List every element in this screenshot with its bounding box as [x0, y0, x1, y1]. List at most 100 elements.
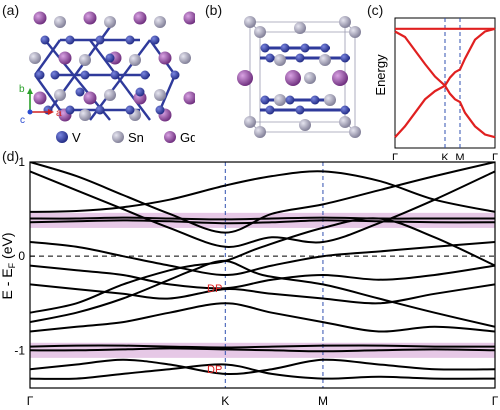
- panel-a-label: (a): [2, 2, 20, 18]
- chart-d-xtick: M: [318, 394, 328, 408]
- sn-atom: [79, 54, 91, 66]
- chart-d-band-line: [30, 217, 495, 314]
- legend-v-swatch: [56, 131, 68, 143]
- chart-d-ylabel-unit: (eV): [0, 233, 15, 263]
- v-atom: [135, 87, 145, 97]
- legend-sn-swatch: [112, 131, 124, 143]
- v-atom: [285, 95, 295, 105]
- chart-c-xtick: Γ: [492, 152, 498, 160]
- v-atom: [295, 105, 305, 115]
- v-atom: [125, 105, 135, 115]
- v-atom: [170, 70, 180, 80]
- v-v-bond: [158, 74, 177, 111]
- chart-d-xtick: K: [221, 394, 229, 408]
- v-atom: [340, 105, 350, 115]
- axis-c-label: c: [20, 115, 25, 126]
- v-atom: [310, 95, 320, 105]
- legend-gd-label: Gd: [180, 130, 195, 145]
- panel-d: (d) E - EF (eV) Γ K M Γ 1 0 -1 DP DP: [0, 148, 500, 410]
- dirac-point-label: DP: [207, 283, 222, 295]
- sn-atom: [129, 54, 141, 66]
- v-atom: [295, 53, 305, 63]
- chart-d-band-line: [30, 344, 495, 349]
- gd-atom: [332, 70, 348, 86]
- v-atom: [300, 43, 310, 53]
- v-v-bond: [34, 39, 61, 76]
- chart-c-xtick: M: [455, 152, 464, 160]
- v-atom: [265, 53, 275, 63]
- panel-b: (b): [205, 0, 365, 150]
- panel-a: (a) b c a V: [0, 0, 195, 150]
- sn-atom: [349, 26, 361, 38]
- crystal-axes-indicator: b c a: [19, 84, 62, 126]
- chart-d-band-line: [30, 347, 495, 353]
- v-atom: [150, 35, 160, 45]
- chart-d-band-line: [30, 170, 495, 248]
- unit-cell-atoms: [237, 16, 361, 138]
- v-atom: [110, 70, 120, 80]
- v-atom: [65, 105, 75, 115]
- panel-b-label: (b): [205, 2, 223, 18]
- chart-d-band-line: [30, 363, 495, 380]
- chart-d-band-line: [30, 162, 495, 234]
- lattice-atoms: [29, 11, 195, 122]
- kagome-lattice-top-view: b c a V Sn Gd: [19, 11, 195, 145]
- sn-atom: [104, 89, 116, 101]
- sn-atom: [274, 94, 286, 106]
- v-atom: [65, 35, 75, 45]
- chart-d-band-line: [30, 219, 495, 225]
- sn-atom: [154, 89, 166, 101]
- chart-d-ylabel: E - EF (eV): [0, 233, 17, 300]
- chart-d-xtick: Γ: [492, 394, 499, 408]
- chart-d-band-line: [30, 170, 495, 213]
- chart-d-xtick: Γ: [27, 394, 34, 408]
- sn-atom: [254, 126, 266, 138]
- sn-atom: [349, 126, 361, 138]
- chart-c-xtick: K: [441, 152, 449, 160]
- v-atom: [40, 35, 50, 45]
- sn-atom: [79, 109, 91, 121]
- chart-d-band-line: [30, 216, 495, 221]
- dirac-point-label: DP: [207, 364, 222, 376]
- v-atom: [105, 53, 115, 63]
- chart-c-band-line: [394, 27, 496, 88]
- v-atom: [265, 105, 275, 115]
- v-atom: [35, 70, 45, 80]
- v-atom: [95, 105, 105, 115]
- sn-atom: [54, 89, 66, 101]
- sn-atom: [254, 26, 266, 38]
- gd-atom: [158, 51, 172, 65]
- gd-atom: [133, 11, 147, 25]
- sn-atom: [179, 52, 191, 64]
- sn-atom: [244, 116, 256, 128]
- chart-d-band-line: [30, 264, 495, 290]
- sn-atom: [294, 22, 306, 34]
- v-atom: [80, 70, 90, 80]
- v-atom: [320, 43, 330, 53]
- axis-b-label: b: [19, 84, 25, 95]
- sn-atom: [29, 52, 41, 64]
- sn-atom: [54, 16, 66, 28]
- panel-c-label: (c): [367, 2, 384, 18]
- unit-cell-3d-view: [237, 16, 361, 138]
- v-atom: [75, 87, 85, 97]
- v-v-bond: [34, 74, 61, 111]
- chart-c-band-line: [394, 84, 496, 139]
- sn-atom: [324, 94, 336, 106]
- sn-atom: [339, 116, 351, 128]
- chart-d-band-line: [30, 241, 495, 277]
- gd-atom: [83, 11, 97, 25]
- legend-sn-label: Sn: [128, 130, 144, 145]
- chart-d-band-line: [30, 302, 495, 333]
- v-atom: [155, 105, 165, 115]
- gd-atom: [183, 11, 195, 25]
- chart-d-ylabel-sub: F: [7, 262, 17, 268]
- v-atom: [140, 70, 150, 80]
- chart-c-ylabel: Energy: [373, 54, 388, 96]
- gd-atom: [237, 70, 253, 86]
- v-atom: [125, 35, 135, 45]
- sn-atom: [244, 16, 256, 28]
- atom-legend: V Sn Gd: [56, 130, 195, 145]
